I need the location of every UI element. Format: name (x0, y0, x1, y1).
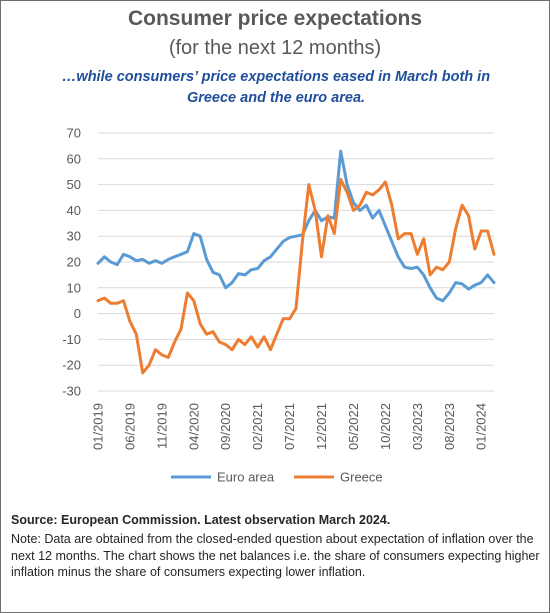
legend: Euro area Greece (171, 470, 383, 485)
x-tick-label: 05/2022 (346, 403, 361, 450)
x-tick-label: 02/2021 (250, 403, 265, 450)
y-tick-label: 70 (67, 126, 81, 141)
x-tick-label: 04/2020 (186, 403, 201, 450)
legend-label: Greece (340, 470, 383, 485)
x-tick-label: 09/2020 (218, 403, 233, 450)
line-chart: -30 -20 -10 0 10 20 30 40 50 60 70 01/2019 06/2019 1… (62, 126, 496, 485)
x-tick-label: 12/2021 (314, 403, 329, 450)
x-tick-label: 10/2022 (378, 403, 393, 450)
x-tick-label: 11/2019 (154, 403, 169, 449)
x-tick-label: 01/2019 (91, 403, 106, 450)
y-tick-label: 30 (67, 229, 81, 244)
x-tick-labels: 01/2019 06/2019 11/2019 04/2020 09/2020 02/20… (91, 403, 489, 450)
note-text: Note: Data are obtained from the closed-… (11, 532, 540, 579)
series-line-greece (96, 177, 496, 375)
x-tick-label: 08/2023 (442, 403, 457, 450)
source-text: Source: European Commission. Latest obse… (11, 513, 391, 527)
y-tick-label: 50 (67, 177, 81, 192)
chart-tagline: …while consumers’ price expectations eas… (61, 69, 491, 106)
x-tick-label: 03/2023 (410, 403, 425, 450)
series-line-euro-area (96, 149, 496, 303)
legend-label: Euro area (217, 470, 275, 485)
chart-subtitle: (for the next 12 months) (168, 37, 382, 59)
y-tick-label: 40 (67, 203, 81, 218)
y-tick-labels: -30 -20 -10 0 10 20 30 40 50 60 70 (62, 126, 81, 399)
y-tick-label: -10 (62, 332, 81, 347)
y-tick-label: -30 (62, 384, 81, 399)
y-tick-label: 20 (67, 255, 81, 270)
x-tick-label: 07/2021 (282, 403, 297, 450)
y-tick-label: 10 (67, 280, 81, 295)
y-tick-label: 60 (67, 151, 81, 166)
y-tick-label: 0 (74, 306, 81, 321)
chart-title: Consumer price expectations (127, 7, 423, 30)
series-lines (96, 149, 496, 375)
y-tick-label: -20 (62, 358, 81, 373)
x-tick-label: 06/2019 (122, 403, 137, 450)
x-tick-label: 01/2024 (474, 403, 489, 450)
